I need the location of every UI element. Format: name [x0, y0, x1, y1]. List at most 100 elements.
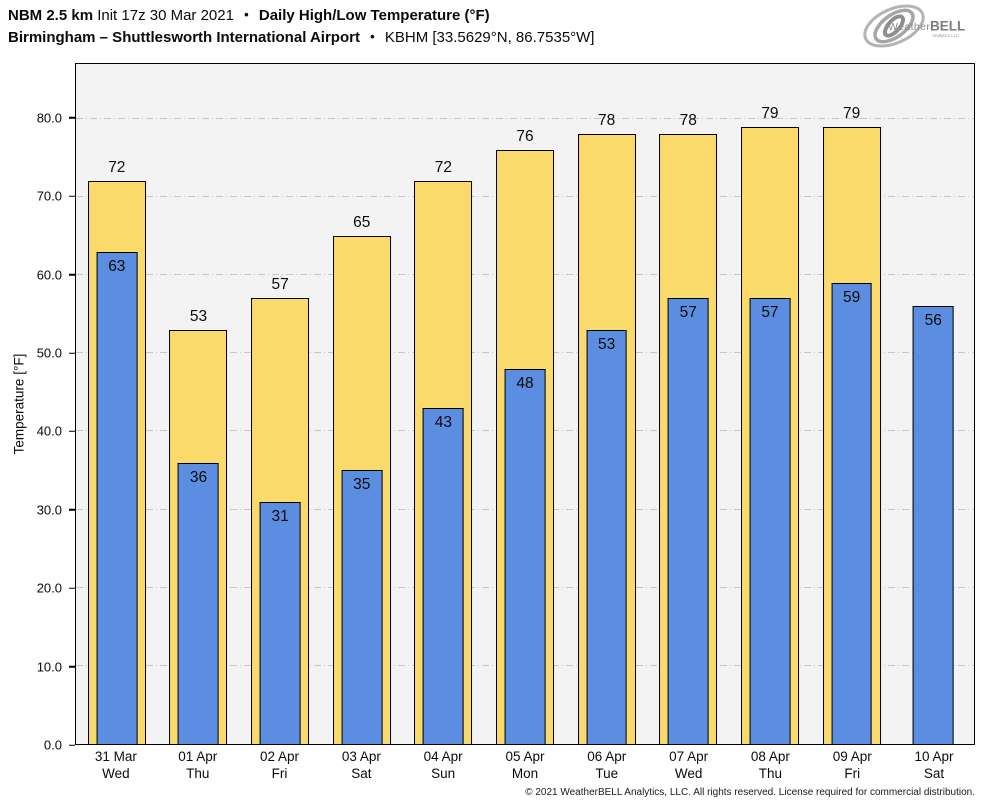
model-name: NBM 2.5 km — [8, 7, 94, 24]
y-tick-mark — [69, 430, 75, 433]
low-value-label: 43 — [434, 413, 452, 431]
station-id: KBHM [33.5629°N, 86.7535°W] — [384, 29, 595, 46]
x-tick-date: 07 Apr — [669, 749, 709, 764]
x-tick-date: 10 Apr — [914, 749, 954, 764]
low-bar — [422, 407, 464, 744]
bar-group: 76 48 — [484, 64, 566, 744]
x-tick-label: 08 Apr Thu — [730, 748, 812, 782]
x-tick-label: 10 Apr Sat — [893, 748, 975, 782]
x-tick-weekday: Wed — [674, 766, 703, 781]
weatherbell-logo: Weather BELL Analytics LLC — [863, 4, 965, 48]
bar-group: 78 53 — [566, 64, 648, 744]
copyright-notice: © 2021 WeatherBELL Analytics, LLC. All r… — [525, 787, 975, 798]
low-value-label: 53 — [598, 335, 616, 353]
high-value-label: 78 — [598, 112, 616, 130]
chart-subtitle: Birmingham – Shuttlesworth International… — [8, 29, 594, 46]
high-value-label: 53 — [189, 307, 208, 325]
low-value-label: 36 — [189, 468, 208, 486]
bar-group: 72 43 — [403, 64, 485, 744]
high-value-label: 57 — [271, 276, 289, 294]
y-tick-mark — [69, 195, 75, 198]
y-tick-mark — [69, 744, 75, 746]
y-tick-label: 40.0 — [36, 423, 62, 439]
bar-group: 65 35 — [321, 64, 403, 744]
y-tick-label: 10.0 — [36, 659, 62, 675]
y-tick-mark — [69, 665, 75, 668]
low-value-label: 56 — [924, 312, 942, 330]
y-tick-label: 70.0 — [36, 188, 62, 204]
high-value-label: 79 — [761, 104, 779, 122]
plot-area: 72 63 53 36 57 31 65 35 72 43 76 48 78 53 78 57 79 57 79 59… — [75, 63, 975, 745]
x-tick-weekday: Sat — [923, 766, 945, 781]
y-tick-mark — [69, 117, 75, 119]
bar-group: 72 63 — [76, 64, 158, 744]
low-bar — [178, 462, 219, 744]
product-name: Daily High/Low Temperature (°F) — [258, 7, 490, 24]
plot-columns: 72 63 53 36 57 31 65 35 72 43 76 48 78 53 78 57 79 57 79 59… — [76, 64, 974, 744]
x-tick-weekday: Thu — [758, 766, 783, 781]
low-bar — [586, 329, 628, 744]
x-tick-label: 02 Apr Fri — [239, 748, 321, 782]
x-tick-label: 09 Apr Fri — [811, 748, 893, 782]
bullet-separator: • — [370, 29, 375, 44]
x-tick-label: 03 Apr Sat — [320, 748, 402, 782]
low-value-label: 35 — [353, 476, 371, 494]
low-bar — [341, 470, 383, 744]
low-value-label: 48 — [516, 374, 534, 392]
logo-text-bell: BELL — [930, 19, 965, 34]
x-tick-label: 31 Mar Wed — [75, 748, 157, 782]
y-tick-label: 0.0 — [43, 737, 62, 753]
bullet-separator: • — [244, 7, 249, 22]
x-tick-weekday: Mon — [511, 766, 539, 781]
y-tick-mark — [69, 273, 75, 276]
x-axis-labels: 31 Mar Wed 01 Apr Thu 02 Apr Fri 03 Apr Sat 04 A… — [75, 748, 975, 782]
bar-group: 78 57 — [647, 64, 729, 744]
low-value-label: 57 — [761, 304, 779, 322]
bar-group: 53 36 — [158, 64, 240, 744]
x-tick-weekday: Thu — [186, 766, 210, 781]
x-tick-date: 01 Apr — [178, 749, 218, 764]
high-value-label: 72 — [434, 159, 452, 177]
y-tick-mark — [69, 509, 75, 511]
x-tick-label: 04 Apr Sun — [402, 748, 484, 782]
gridline — [76, 117, 974, 119]
x-tick-weekday: Tue — [595, 766, 619, 781]
x-tick-weekday: Fri — [844, 766, 861, 781]
y-axis: 0.0 10.0 20.0 30.0 40.0 50.0 60.0 70.0 80.0 — [0, 63, 75, 753]
x-tick-date: 04 Apr — [423, 749, 463, 764]
y-tick-label: 80.0 — [36, 110, 62, 126]
x-tick-date: 31 Mar — [94, 749, 137, 764]
low-bar — [259, 501, 301, 744]
x-tick-label: 01 Apr Thu — [157, 748, 239, 782]
y-tick-mark — [69, 587, 75, 589]
location-name: Birmingham – Shuttlesworth International… — [8, 29, 360, 46]
high-value-label: 65 — [353, 213, 371, 231]
x-tick-date: 02 Apr — [260, 749, 300, 764]
high-value-label: 79 — [842, 104, 861, 122]
logo-text-analytics: Analytics LLC — [932, 33, 960, 38]
x-tick-date: 03 Apr — [341, 749, 381, 764]
high-value-label: 76 — [516, 127, 534, 145]
y-tick-mark — [69, 352, 75, 354]
bar-group: 56 — [892, 64, 974, 744]
x-tick-label: 05 Apr Mon — [484, 748, 566, 782]
x-tick-date: 08 Apr — [750, 749, 790, 764]
low-bar — [96, 251, 138, 744]
hurricane-swirl-icon — [863, 4, 925, 48]
low-bar — [831, 282, 872, 744]
x-tick-weekday: Fri — [271, 766, 288, 781]
x-tick-weekday: Sat — [351, 766, 372, 781]
y-axis-title: Temperature [°F] — [11, 353, 27, 455]
low-bar — [667, 298, 709, 744]
init-time: Init 17z 30 Mar 2021 — [97, 7, 234, 24]
high-value-label: 78 — [679, 112, 697, 130]
y-tick-label: 60.0 — [36, 267, 62, 283]
x-tick-weekday: Wed — [102, 766, 130, 781]
bar-group: 57 31 — [239, 64, 321, 744]
x-tick-date: 05 Apr — [505, 749, 545, 764]
logo-text-weather: Weather — [888, 21, 930, 33]
low-value-label: 59 — [842, 288, 861, 306]
x-tick-label: 06 Apr Tue — [566, 748, 648, 782]
low-value-label: 63 — [108, 257, 126, 275]
